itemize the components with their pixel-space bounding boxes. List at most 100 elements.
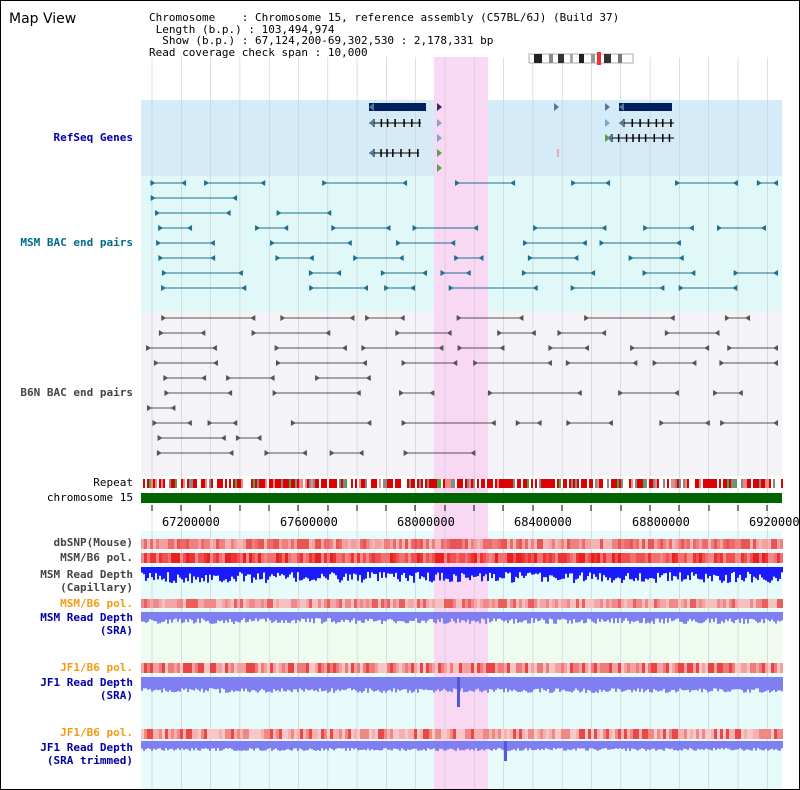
msm-depth-sra-bar xyxy=(227,612,229,623)
track-label-msm-bac[interactable]: MSM BAC end pairs xyxy=(20,236,133,249)
repeat-mark xyxy=(271,479,273,488)
b6n-bac-pair-end xyxy=(583,345,589,351)
jf1-depth-sra-bar xyxy=(537,677,539,689)
track-label-chromosome[interactable]: chromosome 15 xyxy=(46,491,133,504)
dbsnp-heat xyxy=(363,539,366,549)
msm-pol-heat xyxy=(264,553,267,563)
track-label-jf1-depth-trimmed[interactable]: JF1 Read Depth xyxy=(40,741,133,754)
track-label-msm-b6-pol-2[interactable]: MSM/B6 pol. xyxy=(60,597,133,610)
msm-depth-capillary-bar xyxy=(411,567,413,577)
jf1-depth-sra-bar xyxy=(759,677,761,693)
msm-pol2-heat xyxy=(339,599,342,608)
msm-pol-heat xyxy=(249,553,252,563)
dbsnp-heat xyxy=(540,539,543,549)
jf1-pol2-heat xyxy=(309,729,312,739)
repeat-mark xyxy=(337,479,339,488)
track-label-repeat[interactable]: Repeat xyxy=(93,476,133,489)
jf1-pol-heat xyxy=(651,663,654,673)
jf1-depth-sra-bar xyxy=(731,677,733,690)
dbsnp-heat xyxy=(669,539,672,549)
refseq-exon xyxy=(670,119,672,127)
length-key: Length (b.p.) xyxy=(155,22,242,36)
msm-depth-capillary-bar xyxy=(309,567,311,582)
jf1-depth-sra-bar xyxy=(775,677,777,693)
jf1-depth-trimmed-bar xyxy=(299,741,301,749)
msm-pol2-heat xyxy=(432,599,435,608)
jf1-depth-trimmed-bar xyxy=(383,741,385,749)
jf1-pol-heat xyxy=(267,663,270,673)
repeat-mark xyxy=(741,479,743,488)
repeat-mark xyxy=(463,479,465,488)
jf1-depth-trimmed-bar xyxy=(605,741,607,749)
msm-depth-capillary-bar xyxy=(621,567,623,583)
msm-pol2-heat xyxy=(165,599,168,608)
msm-pol-heat xyxy=(528,553,531,563)
jf1-pol-heat xyxy=(291,663,294,673)
jf1-depth-sra-bar xyxy=(507,677,509,693)
msm-pol2-heat xyxy=(552,599,555,608)
msm-depth-capillary-bar xyxy=(699,567,701,580)
jf1-depth-trimmed-bar xyxy=(249,741,251,749)
msm-depth-capillary-bar xyxy=(221,567,223,583)
jf1-depth-trimmed-bar xyxy=(241,741,243,751)
repeat-mark xyxy=(431,479,433,488)
dbsnp-heat xyxy=(186,539,189,549)
repeat-mark xyxy=(173,479,175,488)
dbsnp-heat xyxy=(579,539,582,549)
jf1-pol-heat xyxy=(741,663,744,673)
repeat-mark xyxy=(267,479,269,488)
repeat-mark xyxy=(453,479,455,488)
jf1-depth-trimmed-bar xyxy=(181,741,183,749)
track-label-msm-depth-capillary[interactable]: MSM Read Depth xyxy=(40,568,133,581)
repeat-mark xyxy=(753,479,755,488)
msm-pol-heat xyxy=(717,553,720,563)
jf1-pol-heat xyxy=(174,663,177,673)
jf1-depth-sra-bar xyxy=(763,677,765,692)
msm-depth-capillary-bar xyxy=(287,567,289,578)
msm-pol2-heat xyxy=(498,599,501,608)
msm-depth-capillary-bar xyxy=(359,567,361,576)
track-label-jf1-b6-pol[interactable]: JF1/B6 pol. xyxy=(60,661,133,674)
track-label-b6n-bac[interactable]: B6N BAC end pairs xyxy=(20,386,133,399)
dbsnp-heat xyxy=(477,539,480,549)
msm-pol-heat xyxy=(165,553,168,563)
track-label-msm-b6-pol[interactable]: MSM/B6 pol. xyxy=(60,551,133,564)
msm-depth-sra-bar xyxy=(723,612,725,623)
msm-depth-capillary-bar xyxy=(319,567,321,579)
msm-depth-sra-bar xyxy=(551,612,553,620)
repeat-mark xyxy=(519,479,521,488)
jf1-depth-trimmed-bar xyxy=(499,741,501,749)
jf1-depth-sra-bar xyxy=(389,677,391,690)
gene-arrow xyxy=(369,119,374,127)
repeat-mark xyxy=(315,479,317,488)
ideogram-band xyxy=(591,54,595,63)
msm-depth-sra-bar xyxy=(643,612,645,619)
dbsnp-heat xyxy=(381,539,384,549)
msm-depth-capillary-bar xyxy=(581,567,583,573)
track-label-jf1-b6-pol-2[interactable]: JF1/B6 pol. xyxy=(60,726,133,739)
jf1-pol-heat xyxy=(711,663,714,673)
jf1-depth-trimmed-bar xyxy=(349,741,351,751)
msm-depth-capillary-bar xyxy=(397,567,399,580)
jf1-pol2-heat xyxy=(537,729,540,739)
jf1-pol2-heat xyxy=(183,729,186,739)
dbsnp-heat xyxy=(444,539,447,549)
jf1-pol-heat xyxy=(351,663,354,673)
jf1-depth-trimmed-bar xyxy=(671,741,673,749)
track-label-msm-depth-sra[interactable]: MSM Read Depth xyxy=(40,611,133,624)
msm-depth-sra-bar xyxy=(219,612,221,622)
track-label-refseq-genes[interactable]: RefSeq Genes xyxy=(53,131,133,144)
msm-depth-capillary-bar xyxy=(627,567,629,574)
ideogram-band xyxy=(570,54,573,63)
dbsnp-heat xyxy=(639,539,642,549)
track-label-jf1-depth-sra[interactable]: JF1 Read Depth xyxy=(40,676,133,689)
msm-pol2-heat xyxy=(474,599,477,608)
msm-bac-pair-end xyxy=(450,240,456,246)
msm-depth-capillary-bar xyxy=(713,567,715,575)
track-label-dbsnp[interactable]: dbSNP(Mouse) xyxy=(53,536,133,549)
msm-depth-sra-bar xyxy=(781,612,783,621)
repeat-mark xyxy=(449,479,451,488)
jf1-depth-trimmed-bar xyxy=(271,741,273,751)
dbsnp-heat xyxy=(714,539,717,549)
